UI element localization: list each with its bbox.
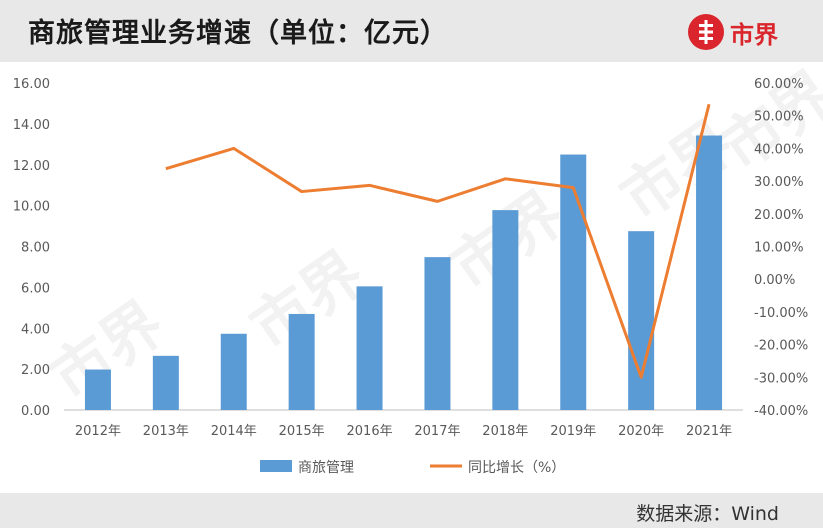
legend-bar-label: 商旅管理 xyxy=(298,460,354,476)
x-tick-label: 2020年 xyxy=(618,424,664,439)
x-tick-label: 2015年 xyxy=(279,424,325,439)
left-tick-label: 6.00 xyxy=(21,281,50,296)
legend: 商旅管理 同比增长（%） xyxy=(260,460,565,476)
left-tick-label: 4.00 xyxy=(21,322,50,337)
right-tick-label: 20.00% xyxy=(754,208,804,223)
right-tick-label: 10.00% xyxy=(754,241,804,256)
legend-line-label: 同比增长（%） xyxy=(468,460,565,476)
right-tick-label: -20.00% xyxy=(754,339,808,354)
title-band: 商旅管理业务增速（单位：亿元） 市界 xyxy=(0,0,823,62)
right-tick-label: 40.00% xyxy=(754,142,804,157)
right-tick-label: -10.00% xyxy=(754,306,808,321)
left-tick-label: 14.00 xyxy=(13,118,50,133)
left-tick-label: 0.00 xyxy=(21,404,50,419)
right-tick-label: 60.00% xyxy=(754,77,804,92)
bar-2016年 xyxy=(356,286,383,410)
right-tick-label: 0.00% xyxy=(754,273,795,288)
logo-text: 市界 xyxy=(730,20,778,49)
right-tick-label: -30.00% xyxy=(754,371,808,386)
data-source: 数据来源：Wind xyxy=(636,503,779,525)
left-tick-label: 12.00 xyxy=(13,159,50,174)
left-tick-label: 2.00 xyxy=(21,363,50,378)
right-tick-label: 50.00% xyxy=(754,110,804,125)
x-tick-label: 2021年 xyxy=(686,424,732,439)
bar-2013年 xyxy=(152,355,179,410)
bar-2021年 xyxy=(696,135,723,410)
x-axis: 2012年 2013年 2014年 2015年 2016年 2017年 2018年 2019年… xyxy=(75,424,732,439)
bar-2012年 xyxy=(84,369,111,410)
left-tick-label: 8.00 xyxy=(21,241,50,256)
right-tick-label: -40.00% xyxy=(754,404,808,419)
bar-series xyxy=(84,135,723,410)
x-tick-label: 2016年 xyxy=(347,424,393,439)
x-tick-label: 2013年 xyxy=(143,424,189,439)
brand-logo: 市界 xyxy=(688,14,778,50)
x-tick-label: 2018年 xyxy=(482,424,528,439)
right-tick-label: 30.00% xyxy=(754,175,804,190)
x-tick-label: 2012年 xyxy=(75,424,121,439)
bar-2020年 xyxy=(628,231,655,410)
shijie-logo-icon xyxy=(688,14,724,50)
right-axis: -40.00% -30.00% -20.00% -10.00% 0.00% 10.00% 2… xyxy=(754,77,808,419)
left-axis: 0.00 2.00 4.00 6.00 8.00 10.00 12.00 14.00 16.00 xyxy=(13,77,50,419)
line-series xyxy=(165,103,711,379)
x-tick-label: 2014年 xyxy=(211,424,257,439)
left-tick-label: 16.00 xyxy=(13,77,50,92)
bar-2015年 xyxy=(288,313,315,410)
x-tick-label: 2019年 xyxy=(550,424,596,439)
legend-bar-swatch xyxy=(260,460,292,472)
chart-title: 商旅管理业务增速（单位：亿元） xyxy=(28,18,448,49)
left-tick-label: 10.00 xyxy=(13,200,50,215)
bar-2014年 xyxy=(220,333,247,410)
footer-band: 数据来源：Wind xyxy=(0,493,823,528)
bar-2018年 xyxy=(492,210,519,410)
bar-2019年 xyxy=(560,154,587,410)
x-tick-label: 2017年 xyxy=(414,424,460,439)
bar-2017年 xyxy=(424,257,451,410)
